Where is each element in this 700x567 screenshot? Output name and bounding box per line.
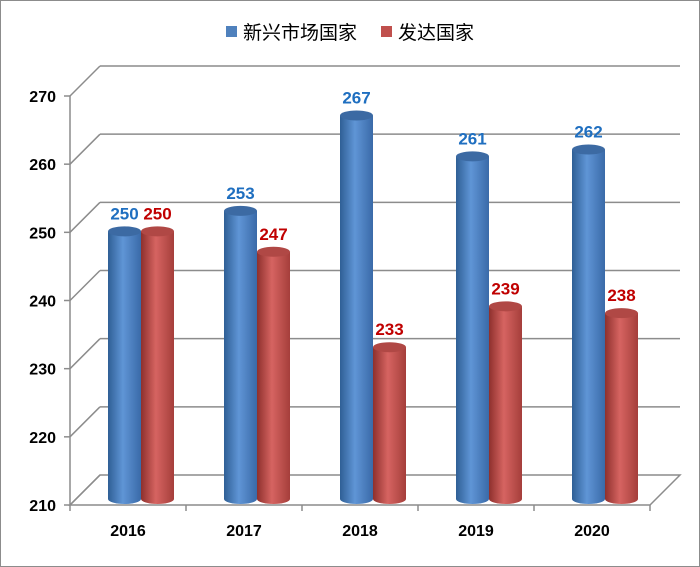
data-label: 239 <box>491 279 519 298</box>
data-label: 233 <box>375 320 403 339</box>
y-tick-label: 250 <box>29 225 56 242</box>
data-label: 250 <box>110 204 138 223</box>
data-label: 262 <box>574 123 602 142</box>
data-label: 247 <box>259 225 287 244</box>
legend-label-developed: 发达国家 <box>398 23 475 44</box>
legend-swatch-developed <box>381 26 392 37</box>
y-tick-label: 220 <box>29 430 56 447</box>
x-tick-label: 2016 <box>110 523 146 540</box>
x-tick-label: 2018 <box>342 523 378 540</box>
data-label: 261 <box>458 129 486 148</box>
y-tick-label: 260 <box>29 157 56 174</box>
bar-developed <box>373 342 406 504</box>
y-tick-label: 270 <box>29 89 56 106</box>
legend-item-emerging: 新兴市场国家 <box>225 18 357 45</box>
data-label: 253 <box>226 184 254 203</box>
bar-emerging <box>108 226 141 505</box>
data-label: 250 <box>143 204 171 223</box>
bar-developed <box>141 226 174 505</box>
x-tick-label: 2019 <box>458 523 494 540</box>
chart-legend: 新兴市场国家 发达国家 <box>0 18 700 45</box>
legend-swatch-emerging <box>225 26 237 37</box>
x-tick-label: 2017 <box>226 523 262 540</box>
data-label: 238 <box>607 286 635 305</box>
bar-developed <box>605 308 638 504</box>
bar-developed <box>257 246 290 504</box>
bar-developed <box>489 301 522 504</box>
bar-emerging <box>224 205 257 504</box>
legend-item-developed: 发达国家 <box>381 18 474 45</box>
y-tick-label: 240 <box>29 294 56 311</box>
x-tick-label: 2020 <box>574 523 610 540</box>
bar-emerging <box>456 151 489 504</box>
bar-emerging <box>340 110 373 504</box>
legend-label-emerging: 新兴市场国家 <box>242 23 357 44</box>
y-tick-label: 230 <box>29 362 56 379</box>
y-tick-label: 210 <box>29 498 56 515</box>
data-label: 267 <box>342 88 370 107</box>
bar-emerging <box>572 144 605 505</box>
